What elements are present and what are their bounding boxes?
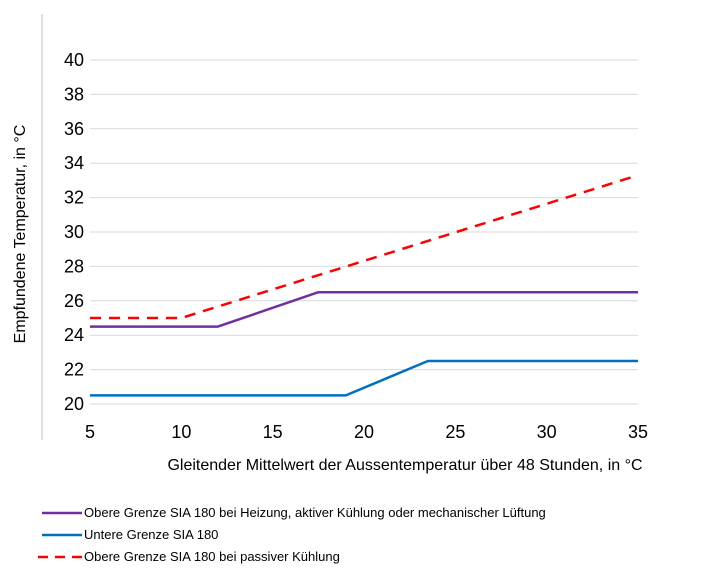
y-tick-label: 32: [64, 188, 84, 208]
y-tick-label: 38: [64, 84, 84, 104]
legend-label: Obere Grenze SIA 180 bei passiver Kühlun…: [84, 549, 340, 564]
x-tick-label: 5: [85, 422, 95, 442]
series-line-3: [90, 174, 639, 320]
series-line-1: [90, 290, 638, 328]
x-tick-label: 20: [354, 422, 374, 442]
y-tick-label: 26: [64, 291, 84, 311]
y-tick-label: 20: [64, 394, 84, 414]
y-tick-label: 34: [64, 153, 84, 173]
x-tick-label: 35: [628, 422, 648, 442]
line-chart: 20 22 24 26 28 30 32 34 36 38 40 5 10 15 20 25 30 35 Gleit…: [12, 14, 648, 474]
x-tick-label: 10: [171, 422, 191, 442]
y-tick-label: 24: [64, 325, 84, 345]
y-axis-label: Empfundene Temperatur, in °C: [12, 125, 29, 344]
legend-swatch: [42, 533, 82, 537]
x-tick-label: 30: [537, 422, 557, 442]
legend-swatch: [42, 511, 82, 515]
y-tick-label: 36: [64, 119, 84, 139]
x-axis-label: Gleitender Mittelwert der Aussentemperat…: [167, 457, 642, 474]
y-tick-label: 30: [64, 222, 84, 242]
y-tick-label: 40: [64, 50, 84, 70]
y-tick-label: 22: [64, 360, 84, 380]
legend-label: Obere Grenze SIA 180 bei Heizung, aktive…: [84, 505, 546, 520]
y-tick-label: 28: [64, 256, 84, 276]
series-line-2: [90, 359, 638, 397]
x-tick-label: 15: [263, 422, 283, 442]
legend-label: Untere Grenze SIA 180: [84, 527, 219, 542]
legend-swatch: [38, 555, 82, 559]
x-tick-label: 25: [445, 422, 465, 442]
